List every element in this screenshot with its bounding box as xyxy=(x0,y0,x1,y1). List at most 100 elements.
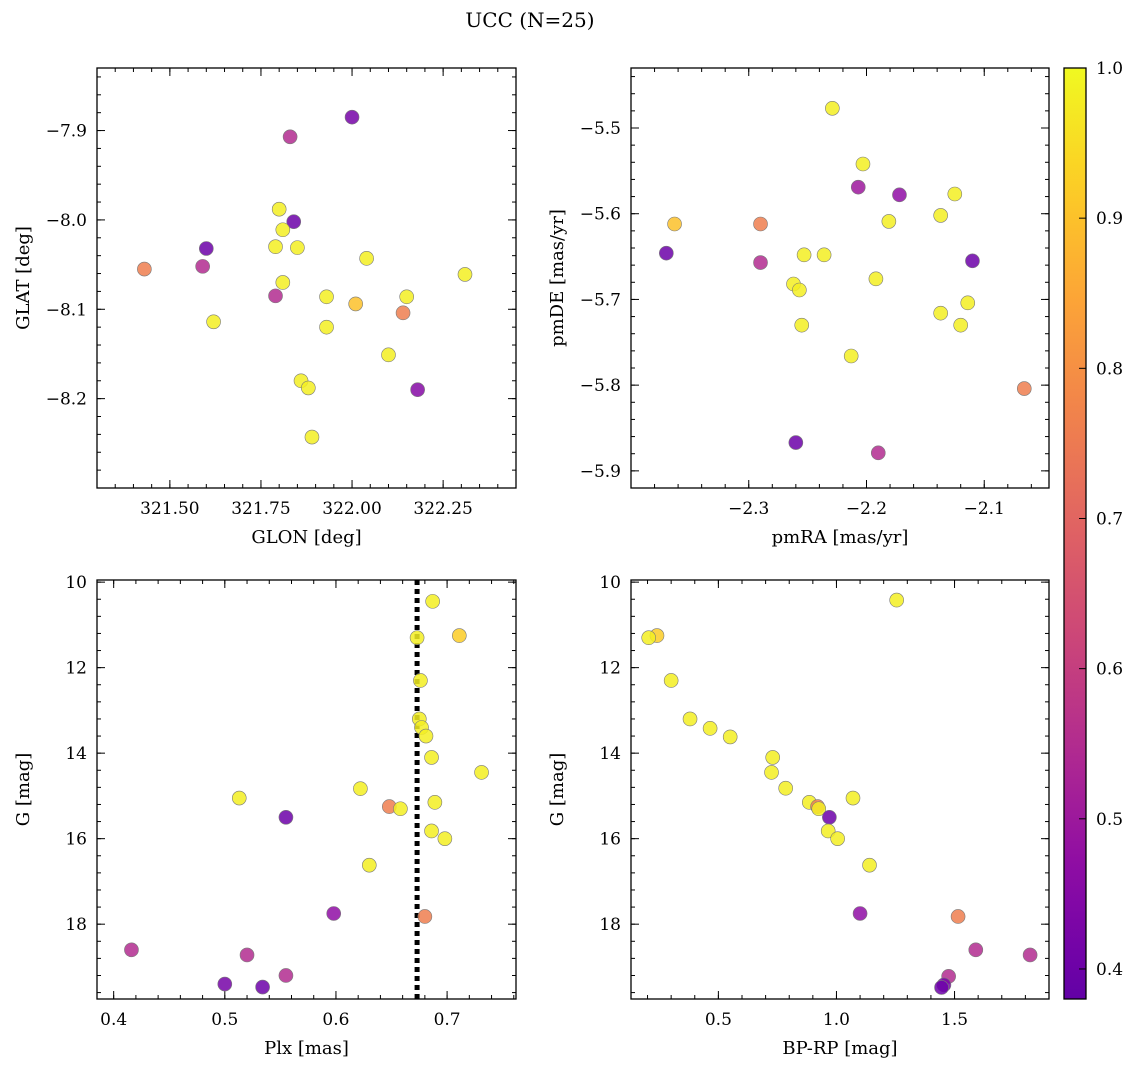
panel-frame xyxy=(630,579,1050,1000)
scatter-point xyxy=(348,296,363,312)
scatter-point xyxy=(278,809,294,825)
y-tick-label: 10 xyxy=(65,573,87,593)
scatter-point xyxy=(409,630,425,646)
scatter-point xyxy=(399,289,414,305)
colorbar-tick-label: 0.5 xyxy=(1096,810,1123,830)
scatter-point xyxy=(667,216,682,232)
scatter-point xyxy=(437,831,453,846)
y-tick-label: −5.7 xyxy=(580,290,621,310)
panel-2-ticks xyxy=(630,68,1049,489)
scatter-point xyxy=(947,186,963,202)
scatter-point xyxy=(217,976,233,992)
panel-2: −2.3 −2.2 −2.1 −5.5 −5.6 −5.7 −5.8 −5.9 pmRA [ma… xyxy=(547,67,1050,548)
x-tick-label: 322.00 xyxy=(322,499,381,519)
scatter-point xyxy=(889,592,904,608)
scatter-point xyxy=(845,790,861,806)
scatter-point xyxy=(410,382,425,398)
scatter-point xyxy=(413,673,428,688)
y-tick-label: 14 xyxy=(599,744,621,764)
scatter-point xyxy=(753,255,768,270)
scatter-point xyxy=(933,208,948,223)
scatter-point xyxy=(765,750,780,765)
scatter-point xyxy=(659,245,674,261)
scatter-point xyxy=(663,673,679,688)
scatter-point xyxy=(892,187,907,203)
panel-4-points xyxy=(641,592,1038,995)
x-tick-label: 0.5 xyxy=(705,1010,732,1030)
scatter-point xyxy=(830,831,845,846)
scatter-point xyxy=(199,241,214,256)
x-tick-label: 321.50 xyxy=(140,499,199,519)
scatter-point xyxy=(794,317,810,333)
x-tick-label: 0.6 xyxy=(322,1010,349,1030)
colorbar-gradient xyxy=(1064,68,1086,999)
scatter-point xyxy=(393,801,408,817)
x-tick-label: 0.5 xyxy=(211,1010,238,1030)
scatter-point xyxy=(868,271,884,287)
scatter-point xyxy=(778,780,793,796)
scatter-point xyxy=(753,216,768,232)
scatter-point xyxy=(282,129,298,145)
scatter-point xyxy=(722,729,738,745)
y-tick-label: 18 xyxy=(599,915,621,935)
y-axis-label: GLAT [deg] xyxy=(13,226,34,330)
colorbar-tick-label: 0.8 xyxy=(1096,359,1123,379)
scatter-point xyxy=(682,711,698,727)
scatter-point xyxy=(278,968,294,983)
panel-1-points xyxy=(137,109,473,445)
scatter-point xyxy=(792,282,807,298)
scatter-point xyxy=(881,214,897,229)
panel-frame xyxy=(96,67,517,489)
scatter-point xyxy=(268,288,283,304)
y-axis-label: pmDE [mas/yr] xyxy=(547,209,568,347)
y-tick-label: 14 xyxy=(65,744,87,764)
colorbar-tick-label: 1.0 xyxy=(1096,59,1123,79)
scatter-point xyxy=(275,222,291,238)
x-tick-label: 0.7 xyxy=(434,1010,461,1030)
scatter-point xyxy=(424,823,439,839)
panel-frame xyxy=(96,579,517,1000)
panel-1-ticks xyxy=(97,68,517,489)
x-tick-label: 322.25 xyxy=(413,499,472,519)
scatter-point xyxy=(418,728,434,744)
scatter-point xyxy=(1016,381,1032,396)
scatter-point xyxy=(641,630,657,646)
scatter-point xyxy=(960,295,976,311)
scatter-point xyxy=(1022,947,1038,963)
scatter-point xyxy=(427,795,443,810)
scatter-point xyxy=(268,239,283,255)
scatter-point xyxy=(381,347,396,363)
scatter-point xyxy=(326,906,342,921)
colorbar-tick-label: 0.7 xyxy=(1096,509,1123,529)
scatter-point xyxy=(344,109,360,125)
x-tick-label: 1.0 xyxy=(823,1010,850,1030)
scatter-point xyxy=(950,909,966,924)
panel-4-ticks xyxy=(631,580,1050,999)
colorbar-tick-label: 0.6 xyxy=(1096,660,1123,680)
scatter-point xyxy=(825,100,840,116)
scatter-point xyxy=(301,380,316,396)
scatter-point xyxy=(933,305,948,321)
y-tick-label: 10 xyxy=(599,573,621,593)
y-tick-label: −5.8 xyxy=(580,376,621,396)
scatter-point xyxy=(702,721,718,736)
y-axis-label: G [mag] xyxy=(547,753,568,826)
x-tick-label: −2.1 xyxy=(964,499,1005,519)
scatter-point xyxy=(870,445,886,461)
panel-3-ticks xyxy=(97,580,516,999)
scatter-point xyxy=(452,628,467,643)
y-tick-label: 12 xyxy=(65,659,87,679)
scatter-point xyxy=(319,289,334,305)
y-tick-label: 16 xyxy=(65,830,87,850)
y-tick-label: −5.9 xyxy=(580,462,621,482)
colorbar-frame xyxy=(1063,67,1087,1000)
scatter-point xyxy=(811,801,827,817)
scatter-point xyxy=(965,253,980,269)
scatter-point xyxy=(239,947,255,963)
x-axis-label: Plx [mas] xyxy=(264,1038,349,1059)
x-axis-label: pmRA [mas/yr] xyxy=(772,527,909,548)
scatter-point xyxy=(304,429,320,445)
y-tick-label: 16 xyxy=(599,830,621,850)
scatter-point xyxy=(417,909,433,924)
scatter-point xyxy=(425,594,440,609)
